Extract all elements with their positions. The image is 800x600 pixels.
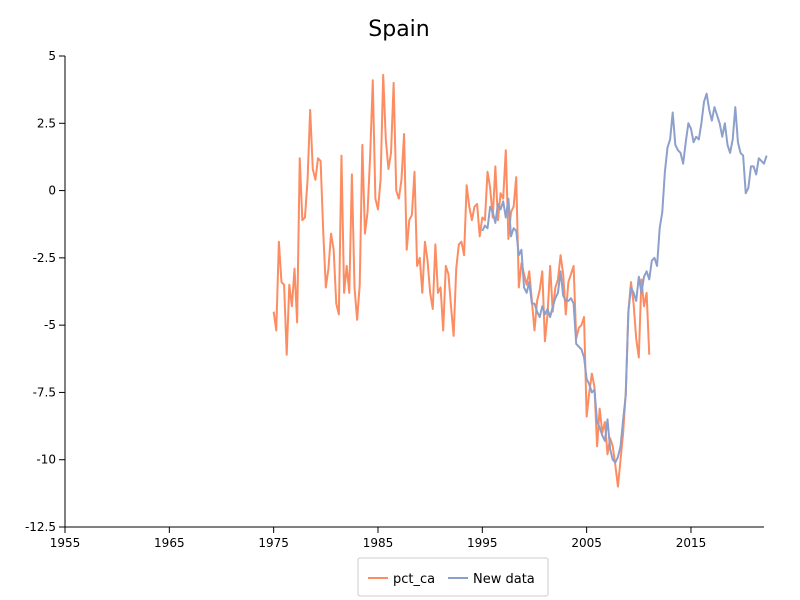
series-line-pct-ca [272, 73, 651, 488]
x-tick-label: 2015 [676, 536, 707, 550]
x-axis-ticks: 1955 1965 1975 1985 1995 2005 2015 [50, 527, 707, 550]
x-tick-label: 1965 [154, 536, 185, 550]
plot-series [272, 73, 768, 488]
series-line-new-data [481, 92, 768, 464]
x-tick-label: 1975 [258, 536, 289, 550]
y-tick-label: -12.5 [25, 520, 56, 534]
y-axis-ticks: 5 2.5 0 -2.5 -5 -7.5 -10 -12.5 [25, 49, 65, 534]
legend-label-pct-ca: pct_ca [393, 572, 435, 587]
legend: pct_ca New data [357, 557, 549, 597]
y-tick-label: 0 [48, 184, 56, 198]
y-tick-label: 2.5 [37, 116, 56, 130]
y-tick-label: -10 [36, 453, 56, 467]
y-tick-label: 5 [48, 49, 56, 63]
chart-title: Spain [368, 17, 429, 42]
x-tick-label: 1985 [363, 536, 394, 550]
legend-label-new-data: New data [473, 572, 535, 587]
x-tick-label: 1955 [50, 536, 81, 550]
x-tick-label: 1995 [467, 536, 498, 550]
x-tick-label: 2005 [571, 536, 602, 550]
y-tick-label: -7.5 [33, 385, 56, 399]
y-tick-label: -5 [44, 318, 56, 332]
y-tick-label: -2.5 [33, 251, 56, 265]
axes [64, 56, 764, 528]
